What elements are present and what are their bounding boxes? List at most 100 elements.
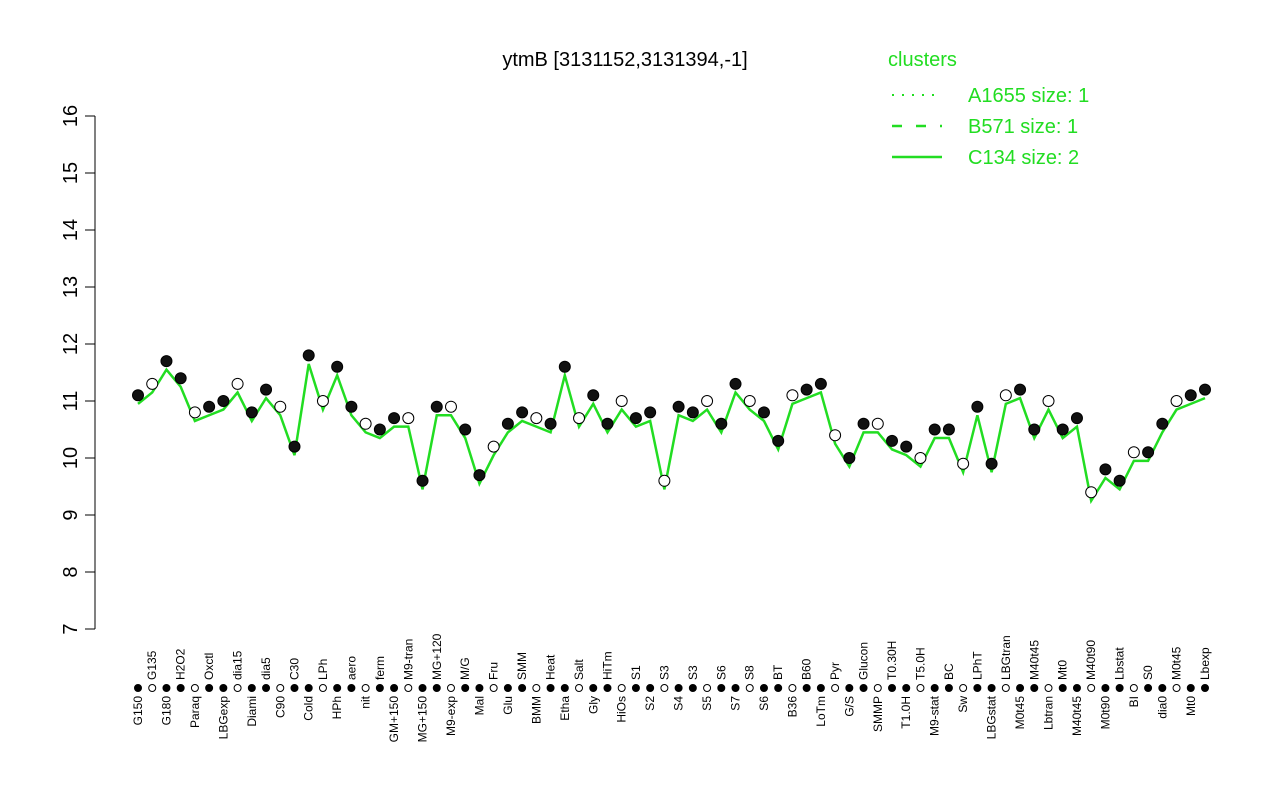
y-tick-label: 16 xyxy=(60,105,82,127)
x-tick-dot xyxy=(290,684,299,692)
data-point xyxy=(1199,383,1211,396)
data-point xyxy=(800,383,813,396)
x-tick-label: LoTm xyxy=(814,696,828,727)
data-point xyxy=(331,360,344,373)
data-point xyxy=(288,440,301,453)
chart-title: ytmB [3131152,3131394,-1] xyxy=(502,49,747,71)
x-tick-label: Fru xyxy=(487,662,501,680)
x-tick-label: MG+150 xyxy=(416,696,430,743)
x-tick-dot xyxy=(987,684,996,692)
data-point xyxy=(729,377,742,390)
data-point xyxy=(487,440,500,453)
x-tick-label: Lbstat xyxy=(1113,647,1127,680)
data-point xyxy=(914,452,927,464)
x-tick-dot xyxy=(418,684,427,692)
x-tick-label: dia0 xyxy=(1155,696,1169,719)
x-tick-dot xyxy=(1115,684,1124,692)
data-point xyxy=(1127,446,1140,459)
data-point xyxy=(829,429,842,442)
data-point xyxy=(402,412,415,425)
x-tick-dot xyxy=(688,684,697,692)
data-point xyxy=(160,355,173,368)
x-tick-label: Gly xyxy=(586,696,600,714)
data-point xyxy=(971,400,984,413)
data-point xyxy=(686,406,699,419)
data-point xyxy=(530,412,543,425)
data-point xyxy=(1056,423,1069,436)
y-tick-label: 11 xyxy=(60,391,82,412)
x-tick-dot xyxy=(888,684,897,692)
data-point xyxy=(316,395,329,407)
x-tick-dot xyxy=(432,684,441,692)
x-tick-dot xyxy=(631,684,640,692)
x-tick-label: M40t45 xyxy=(1027,640,1041,680)
data-point xyxy=(573,412,586,425)
x-tick-label: SMM xyxy=(515,652,529,680)
x-tick-label: G/S xyxy=(842,696,856,717)
x-tick-label: S1 xyxy=(629,665,643,680)
x-tick-label: Mt0 xyxy=(1056,660,1070,680)
x-tick-dot xyxy=(446,684,455,692)
x-tick-dot xyxy=(845,684,854,692)
x-tick-dot xyxy=(1129,684,1138,692)
x-tick-dot xyxy=(717,684,726,692)
y-tick-label: 14 xyxy=(60,219,82,241)
y-tick-label: 7 xyxy=(60,623,82,634)
x-tick-dot xyxy=(575,684,584,692)
legend-entry: C134 size: 2 xyxy=(968,147,1079,169)
x-tick-label: G135 xyxy=(145,650,159,680)
x-tick-label: dia15 xyxy=(231,650,245,680)
x-tick-dot xyxy=(930,684,939,692)
data-point xyxy=(701,395,714,407)
x-tick-label: SMMP xyxy=(871,696,885,732)
x-tick-label: M40t90 xyxy=(1084,640,1098,680)
x-tick-label: dia5 xyxy=(259,657,273,680)
x-tick-label: M0t45 xyxy=(1013,696,1027,730)
x-axis-labels: G150 G135 G180 H2O2 Paraq Oxctl LBGexp dia15 Dia… xyxy=(131,633,1212,742)
x-tick-label: Pyr xyxy=(828,662,842,680)
x-tick-label: Diami xyxy=(245,696,259,727)
data-point xyxy=(1170,395,1183,407)
x-tick-label: M9-exp xyxy=(444,696,458,736)
x-tick-dot xyxy=(532,684,541,692)
data-point xyxy=(772,434,785,447)
x-tick-label: Oxctl xyxy=(202,653,216,680)
x-tick-label: Glucon xyxy=(857,642,871,680)
x-tick-label: LPh xyxy=(316,659,330,680)
x-tick-dot xyxy=(262,684,271,692)
x-tick-dot xyxy=(546,684,555,692)
x-tick-dot xyxy=(802,684,811,692)
data-point xyxy=(1142,446,1155,459)
data-point xyxy=(743,395,756,407)
data-point xyxy=(999,389,1012,402)
x-tick-dot xyxy=(347,684,356,692)
x-tick-label: B60 xyxy=(800,658,814,680)
x-tick-label: Etha xyxy=(558,696,572,721)
y-axis: 7 8 9 10 11 12 13 14 15 16 xyxy=(60,105,96,635)
data-point xyxy=(516,406,529,419)
x-tick-label: S7 xyxy=(729,696,743,711)
data-point xyxy=(132,389,144,402)
x-tick-label: HiOs xyxy=(615,696,629,723)
x-tick-dot xyxy=(134,684,142,692)
x-tick-dot xyxy=(916,684,925,692)
x-tick-dot xyxy=(973,684,982,692)
data-point xyxy=(274,400,287,413)
x-tick-dot xyxy=(944,684,953,692)
x-tick-dot xyxy=(1072,684,1081,692)
data-point xyxy=(444,400,457,413)
x-tick-label: S0 xyxy=(1141,665,1155,680)
x-tick-label: M9-tran xyxy=(401,639,415,680)
y-tick-label: 9 xyxy=(60,509,82,520)
x-tick-dot xyxy=(205,684,214,692)
x-tick-dot xyxy=(361,684,370,692)
data-point xyxy=(544,417,557,430)
x-tick-dot xyxy=(190,684,199,692)
data-point xyxy=(672,400,685,413)
x-tick-dot xyxy=(617,684,626,692)
x-tick-dot xyxy=(1172,684,1181,692)
x-tick-dot xyxy=(233,684,242,692)
x-tick-dot xyxy=(1058,684,1067,692)
x-tick-dot xyxy=(859,684,868,692)
x-tick-dot xyxy=(390,684,399,692)
